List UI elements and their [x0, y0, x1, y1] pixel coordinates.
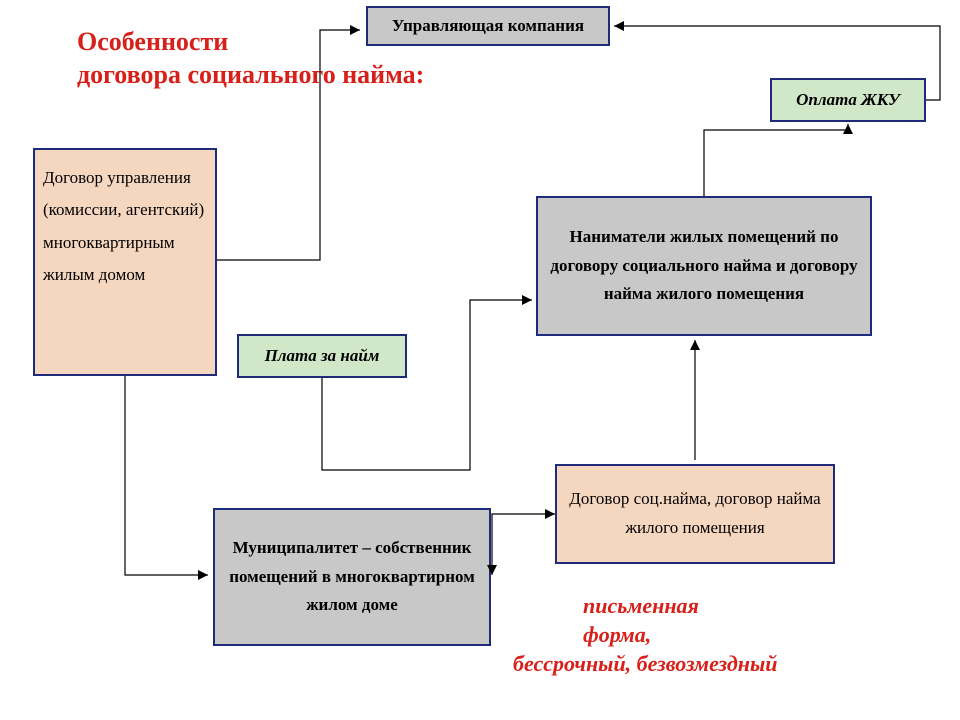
title-line-2: договора социального найма: [77, 59, 424, 92]
node-rent_fee: Плата за найм [237, 334, 407, 378]
node-tenants: Наниматели жилых помещений по договору с… [536, 196, 872, 336]
node-contract_management: Договор управления (комиссии, агентский)… [33, 148, 217, 376]
footer-line-1: письменная [583, 592, 699, 621]
footer-line-3: бессрочный, безвозмездный [513, 650, 777, 679]
node-contract_soc: Договор соц.найма, договор найма жилого … [555, 464, 835, 564]
node-payment_jku: Оплата ЖКУ [770, 78, 926, 122]
footer-line-2: форма, [583, 621, 699, 650]
node-municipality: Муниципалитет – собственник помещений в … [213, 508, 491, 646]
node-management_company: Управляющая компания [366, 6, 610, 46]
